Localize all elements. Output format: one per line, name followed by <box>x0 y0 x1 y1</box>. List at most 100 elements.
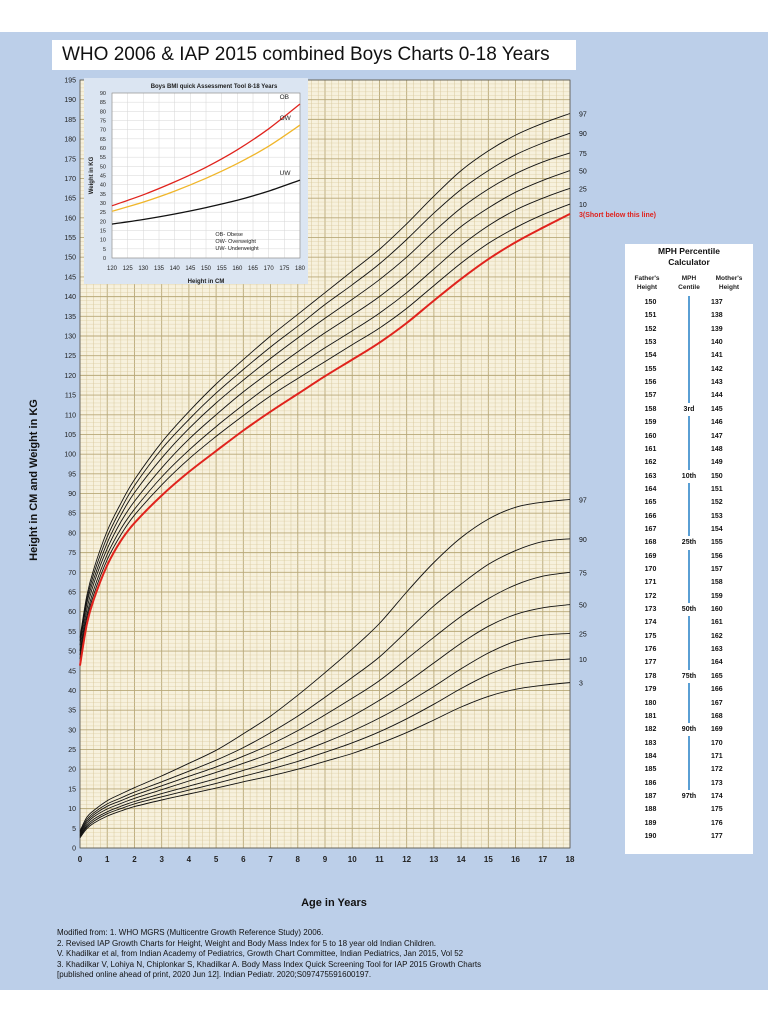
height-curve-p25 <box>79 187 571 656</box>
mph-row: 168 25th 155 <box>625 536 753 550</box>
x-tick-label: 3 <box>159 855 164 864</box>
y-tick-labels: 0 5 10 15 20 25 30 35 40 45 50 55 60 65 70 75 80 85 90 95 10… <box>64 78 76 853</box>
father-height-cell: 175 <box>644 632 657 640</box>
weight-percentile-label: 50 <box>579 603 587 610</box>
mph-row: 179 166 <box>625 683 753 696</box>
y-tick-label: 55 <box>68 629 76 636</box>
y-tick-label: 160 <box>64 215 76 222</box>
father-height-cell: 169 <box>644 552 657 560</box>
father-height-cell: 164 <box>644 485 657 493</box>
inset-x-tick-label: 150 <box>201 266 212 272</box>
inset-y-tick-label: 35 <box>100 192 106 198</box>
mother-height-cell: 161 <box>711 619 723 627</box>
mother-height-cell: 156 <box>711 552 723 560</box>
reference-line: 2. Revised IAP Growth Charts for Height,… <box>57 938 437 948</box>
inset-curve-ow <box>111 124 301 212</box>
height-curve-p3 <box>79 213 571 666</box>
y-tick-label: 145 <box>64 274 76 281</box>
mph-row: 177 164 <box>625 656 753 669</box>
y-tick-label: 165 <box>64 196 76 203</box>
centile-header-line1: MPH <box>681 275 697 282</box>
x-tick-label: 2 <box>132 855 137 864</box>
weight-curve-p90 <box>79 538 571 833</box>
mother-height-cell: 171 <box>711 752 723 760</box>
mother-height-cell: 170 <box>711 739 723 747</box>
inset-y-tick-label: 15 <box>100 229 106 235</box>
inset-legend-entry: OB- Obese <box>215 232 243 238</box>
mother-height-cell: 169 <box>711 726 723 734</box>
mph-calculator-panel: MPH Percentile Calculator Father's Heigh… <box>625 244 753 854</box>
mph-centile-cell: 75th <box>675 669 703 684</box>
father-height-cell: 181 <box>644 712 657 720</box>
mother-height-cell: 144 <box>711 392 723 400</box>
mph-row: 151 138 <box>625 309 753 322</box>
mother-height-cell: 138 <box>711 312 723 320</box>
mother-height-cell: 148 <box>711 445 723 453</box>
mph-row: 186 173 <box>625 777 753 790</box>
y-tick-label: 70 <box>68 570 76 577</box>
mph-centile-header: MPH Centile <box>671 274 707 292</box>
y-tick-label: 115 <box>65 393 76 400</box>
y-tick-label: 50 <box>68 649 76 656</box>
mph-row: 184 171 <box>625 750 753 763</box>
height-percentile-label: 3(Short below this line) <box>579 212 656 219</box>
father-height-cell: 189 <box>644 819 657 827</box>
father-header-line1: Father's <box>634 275 660 282</box>
x-tick-label: 13 <box>429 855 438 864</box>
mph-row: 165 152 <box>625 496 753 509</box>
mother-height-cell: 165 <box>711 672 723 680</box>
reference-line: V. Khadilkar et al, from Indian Academy … <box>57 949 464 959</box>
inset-y-tick-label: 20 <box>100 219 106 225</box>
weight-percentile-label: 97 <box>579 497 587 504</box>
father-height-cell: 178 <box>644 672 657 680</box>
y-tick-label: 45 <box>68 668 76 675</box>
mph-row: 181 168 <box>625 710 753 723</box>
mother-height-cell: 151 <box>711 485 723 493</box>
mph-centile-cell: 3rd <box>675 402 703 417</box>
inset-y-tick-label: 60 <box>100 146 106 152</box>
father-height-cell: 176 <box>644 646 657 654</box>
inset-y-tick-label: 40 <box>100 183 106 189</box>
father-height-cell: 188 <box>644 806 657 814</box>
height-percentile-label: 25 <box>579 186 587 193</box>
mph-row: 178 75th 165 <box>625 669 753 684</box>
father-height-cell: 158 <box>644 405 657 413</box>
mother-height-cell: 153 <box>711 512 723 520</box>
y-tick-label: 155 <box>64 235 76 242</box>
father-height-cell: 154 <box>644 352 657 360</box>
mother-header-line1: Mother's <box>715 275 743 282</box>
inset-y-tick-label: 80 <box>100 109 106 115</box>
x-tick-label: 12 <box>402 855 411 864</box>
father-height-cell: 160 <box>644 432 657 440</box>
inset-x-tick-label: 130 <box>138 266 149 272</box>
reference-line: [published online ahead of print, 2020 J… <box>57 970 372 980</box>
x-tick-labels: 0 1 2 3 4 5 6 7 8 9 10 11 12 13 14 15 16 17 18 <box>78 855 575 864</box>
mph-title-line1: MPH Percentile <box>658 246 720 256</box>
inset-x-tick-label: 170 <box>264 266 275 272</box>
inset-x-tick-label: 120 <box>107 266 118 272</box>
weight-percentile-label: 75 <box>579 570 587 577</box>
height-percentile-label: 97 <box>579 111 587 118</box>
y-tick-label: 125 <box>64 353 76 360</box>
mother-height-cell: 173 <box>711 779 723 787</box>
mother-height-cell: 149 <box>711 459 723 467</box>
father-height-cell: 161 <box>644 445 657 453</box>
y-tick-label: 85 <box>68 511 76 518</box>
inset-curve-ob <box>111 103 301 207</box>
mph-centile-cell: 25th <box>675 536 703 550</box>
x-tick-label: 5 <box>214 855 219 864</box>
inset-legend-entry: OW- Overweight <box>215 239 256 245</box>
father-height-cell: 156 <box>644 379 657 387</box>
inset-x-tick-label: 145 <box>185 266 196 272</box>
father-height-cell: 179 <box>644 686 657 694</box>
height-percentile-label: 50 <box>579 169 587 176</box>
mph-row: 153 140 <box>625 336 753 349</box>
height-percentile-curves <box>79 113 571 666</box>
mph-row: 152 139 <box>625 323 753 336</box>
father-height-cell: 163 <box>644 472 657 480</box>
inset-y-tick-label: 55 <box>100 155 106 161</box>
mph-row: 164 151 <box>625 483 753 496</box>
mother-height-cell: 174 <box>711 792 723 800</box>
inset-series-label: OW <box>280 115 292 122</box>
